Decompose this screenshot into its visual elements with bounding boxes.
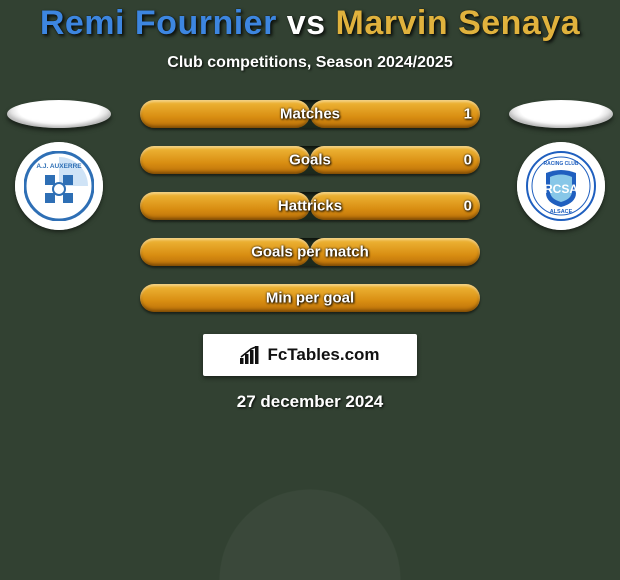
brand-badge[interactable]: FcTables.com <box>203 334 417 376</box>
fctables-logo-icon <box>240 346 260 364</box>
svg-text:RCSA: RCSA <box>544 182 578 196</box>
subtitle: Club competitions, Season 2024/2025 <box>167 54 452 72</box>
stat-value-right: 0 <box>464 197 472 214</box>
stats-arena: A.J. AUXERRE RACING CLUB ALSACE <box>0 100 620 312</box>
stand-disc-left <box>7 100 111 128</box>
stat-bar: Matches1 <box>140 100 480 128</box>
svg-text:ALSACE: ALSACE <box>550 209 573 215</box>
stat-bar: Hattricks0 <box>140 192 480 220</box>
svg-text:A.J. AUXERRE: A.J. AUXERRE <box>36 163 82 170</box>
stat-bar-left-fill <box>140 284 480 312</box>
stat-value-right: 0 <box>464 151 472 168</box>
stat-bar-left-fill <box>140 238 310 266</box>
stat-bar-left-fill <box>140 192 310 220</box>
comparison-card: Remi Fournier vs Marvin Senaya Club comp… <box>0 0 620 580</box>
stat-bars: Matches1 Goals0 Hattricks0 Goals per match M… <box>140 100 480 312</box>
page-title: Remi Fournier vs Marvin Senaya <box>40 6 580 42</box>
player-left-panel: A.J. AUXERRE <box>4 100 114 230</box>
stat-bar: Goals0 <box>140 146 480 174</box>
svg-text:RACING CLUB: RACING CLUB <box>544 161 579 167</box>
title-vs: vs <box>287 4 336 42</box>
stand-disc-right <box>509 100 613 128</box>
stat-bar: Goals per match <box>140 238 480 266</box>
stat-bar-left-fill <box>140 100 310 128</box>
title-left: Remi Fournier <box>40 4 277 42</box>
stat-bar-right-fill <box>310 238 480 266</box>
club-crest-right: RACING CLUB ALSACE RCSA <box>517 142 605 230</box>
strasbourg-crest-icon: RACING CLUB ALSACE RCSA <box>526 151 596 221</box>
stat-bar-left-fill <box>140 146 310 174</box>
stat-bar-right-fill <box>310 192 480 220</box>
auxerre-crest-icon: A.J. AUXERRE <box>24 151 94 221</box>
club-crest-left: A.J. AUXERRE <box>15 142 103 230</box>
stat-bar-right-fill <box>310 146 480 174</box>
player-right-panel: RACING CLUB ALSACE RCSA <box>506 100 616 230</box>
stat-bar: Min per goal <box>140 284 480 312</box>
brand-label: FcTables.com <box>267 345 379 365</box>
title-right: Marvin Senaya <box>336 4 581 42</box>
stat-bar-right-fill <box>310 100 480 128</box>
comparison-date: 27 december 2024 <box>237 392 384 412</box>
stat-value-right: 1 <box>464 105 472 122</box>
